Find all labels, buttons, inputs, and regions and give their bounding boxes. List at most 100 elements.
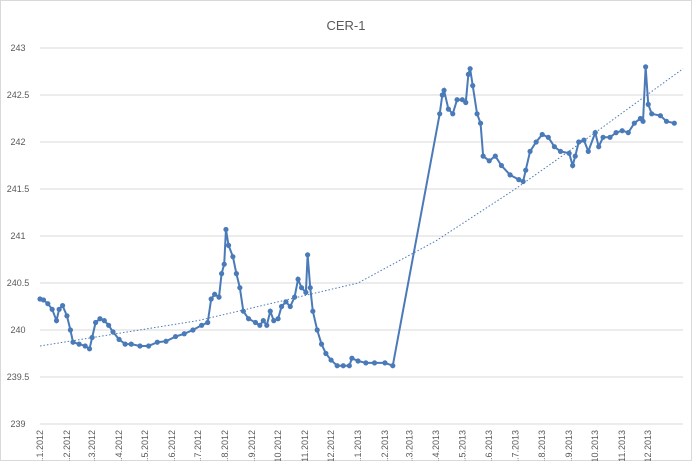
point <box>283 299 289 305</box>
x-tick-label: 1.1.2012 <box>35 430 45 461</box>
x-tick-label: 1.10.2012 <box>273 430 283 461</box>
point <box>657 113 664 119</box>
point <box>40 297 47 303</box>
point <box>225 242 232 248</box>
point <box>625 130 631 136</box>
x-tick-label: 1.2.2012 <box>62 430 72 461</box>
point <box>570 162 576 169</box>
y-tick-label: 239.5 <box>7 372 30 382</box>
y-tick-label: 239 <box>10 419 25 429</box>
point <box>533 139 539 145</box>
point <box>257 322 263 328</box>
point <box>275 316 281 322</box>
point <box>93 319 99 326</box>
point <box>271 318 277 324</box>
point <box>516 177 522 183</box>
point <box>205 319 211 326</box>
point <box>264 322 270 328</box>
point <box>314 327 320 333</box>
y-tick-label: 243 <box>10 43 25 53</box>
point <box>260 318 266 324</box>
x-tick-label: 1.3.2013 <box>404 430 414 461</box>
point <box>439 92 445 98</box>
x-tick-label: 1.4.2013 <box>431 430 441 461</box>
point <box>596 144 602 150</box>
point <box>216 294 222 300</box>
point <box>230 254 236 260</box>
point <box>82 343 88 349</box>
point <box>56 306 62 312</box>
point <box>349 355 355 361</box>
point <box>59 302 66 309</box>
point <box>539 131 545 138</box>
x-tick-label: 1.8.2013 <box>537 430 547 461</box>
point <box>572 153 578 159</box>
point <box>116 336 122 342</box>
x-tick-label: 1.1.2013 <box>353 430 363 461</box>
point <box>67 327 74 333</box>
point <box>600 134 606 140</box>
point <box>237 285 243 291</box>
point <box>163 338 169 344</box>
point <box>619 128 625 134</box>
x-tick-label: 1.9.2013 <box>564 430 574 461</box>
point <box>53 318 60 324</box>
point <box>371 360 378 366</box>
point <box>101 318 107 324</box>
y-tick-label: 240 <box>10 325 25 335</box>
point <box>49 306 55 312</box>
point <box>527 148 533 154</box>
point <box>492 153 498 159</box>
point <box>649 111 655 117</box>
point <box>233 271 239 277</box>
point <box>190 327 196 333</box>
x-tick-label: 1.11.2012 <box>300 430 310 461</box>
point <box>110 329 116 335</box>
point <box>520 178 526 185</box>
point <box>607 134 613 140</box>
point <box>97 316 103 322</box>
x-tick-label: 1.5.2012 <box>140 430 150 461</box>
x-tick-label: 1.11.2013 <box>617 430 627 461</box>
point <box>474 111 480 117</box>
point <box>437 111 443 117</box>
point <box>287 303 293 310</box>
point <box>467 66 473 72</box>
point <box>305 252 311 258</box>
point <box>477 120 484 126</box>
point <box>310 308 316 314</box>
chart-title: CER-1 <box>326 18 365 33</box>
point <box>470 83 476 89</box>
y-tick-label: 242.5 <box>7 90 30 100</box>
point <box>318 341 325 347</box>
point <box>219 271 225 277</box>
y-tick-label: 242 <box>10 137 25 147</box>
point <box>557 148 564 154</box>
point <box>89 334 95 341</box>
point <box>223 226 229 233</box>
point <box>671 120 677 126</box>
x-tick-label: 1.12.2012 <box>326 430 336 461</box>
point <box>498 162 504 169</box>
point <box>631 120 637 126</box>
x-tick-label: 1.7.2012 <box>193 430 203 461</box>
point <box>245 316 252 322</box>
x-tick-label: 1.9.2012 <box>247 430 257 461</box>
point <box>480 153 486 159</box>
point <box>303 289 309 295</box>
point <box>551 144 558 150</box>
point <box>240 308 246 314</box>
point <box>363 360 369 366</box>
point <box>585 148 591 154</box>
point <box>298 285 305 291</box>
x-tick-label: 1.6.2013 <box>484 430 494 461</box>
x-tick-label: 1.8.2012 <box>220 430 230 461</box>
point <box>523 167 529 173</box>
point <box>643 64 649 70</box>
point <box>613 130 619 136</box>
point <box>307 285 313 291</box>
point <box>355 358 361 364</box>
point <box>459 97 465 103</box>
point <box>576 139 582 145</box>
x-tick-label: 1.2.2013 <box>380 430 390 461</box>
